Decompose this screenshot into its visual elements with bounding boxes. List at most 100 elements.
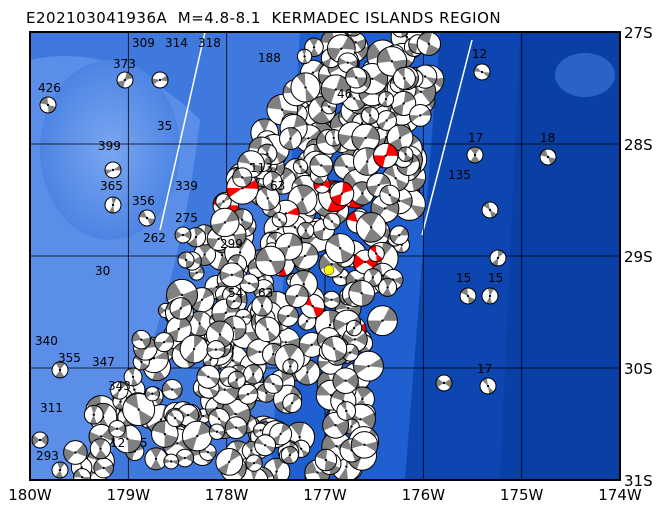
- depth-label: 311: [40, 401, 63, 415]
- focal-mechanism-beachball: [255, 245, 286, 277]
- focal-mechanism-beachball: [225, 293, 243, 310]
- depth-label: 135: [448, 168, 471, 182]
- focal-mechanism-beachball: [215, 448, 244, 476]
- depth-label: 347: [92, 355, 115, 369]
- longitude-label: 178W: [205, 486, 249, 504]
- focal-mechanism-beachball: [292, 158, 309, 175]
- depth-label: 54: [228, 286, 243, 300]
- depth-label: 275: [175, 211, 198, 225]
- focal-mechanism-beachball: [322, 212, 341, 231]
- latitude-label: 31S: [624, 472, 653, 490]
- focal-mechanism-beachball: [296, 48, 313, 65]
- focal-mechanism-beachball: [116, 71, 134, 89]
- longitude-label: 174W: [598, 486, 642, 504]
- depth-label: 339: [175, 179, 198, 193]
- focal-mechanism-beachball: [210, 207, 240, 238]
- focal-mechanism-beachball: [355, 212, 387, 243]
- focal-mechanism-beachball: [408, 104, 432, 127]
- focal-mechanism-beachball: [345, 66, 368, 89]
- depth-label: 399: [98, 139, 121, 153]
- focal-mechanism-beachball: [144, 447, 168, 471]
- focal-mechanism-beachball: [262, 171, 283, 191]
- focal-mechanism-beachball: [219, 262, 245, 288]
- focal-mechanism-beachball: [372, 142, 399, 169]
- focal-mechanism-beachball: [175, 448, 195, 468]
- depth-label: 12: [110, 436, 125, 450]
- focal-mechanism-beachball: [329, 181, 355, 207]
- depth-label: 188: [258, 51, 281, 65]
- longitude-label: 176W: [402, 486, 446, 504]
- depth-label: 5: [140, 436, 148, 450]
- focal-mechanism-beachball: [151, 71, 169, 89]
- focal-mechanism-beachball: [31, 431, 49, 449]
- focal-mechanism-beachball: [481, 201, 499, 219]
- focal-mechanism-beachball: [378, 277, 398, 297]
- focal-mechanism-beachball: [51, 461, 69, 479]
- focal-mechanism-beachball: [144, 386, 161, 402]
- focal-mechanism-beachball: [386, 124, 414, 152]
- focal-mechanism-beachball: [280, 446, 299, 465]
- focal-mechanism-beachball: [174, 226, 192, 244]
- focal-mechanism-beachball: [169, 297, 193, 320]
- focal-mechanism-beachball: [123, 367, 143, 387]
- focal-mechanism-beachball: [263, 373, 284, 394]
- focal-mechanism-beachball: [93, 457, 115, 479]
- focal-mechanism-beachball: [163, 453, 180, 470]
- focal-mechanism-beachball: [416, 32, 442, 56]
- focal-mechanism-beachball: [325, 233, 356, 264]
- focal-mechanism-beachball: [392, 66, 416, 90]
- focal-mechanism-beachball: [466, 146, 484, 164]
- focal-mechanism-beachball: [391, 90, 417, 116]
- depth-label: 318: [198, 36, 221, 50]
- depth-label: 365: [100, 179, 123, 193]
- focal-mechanism-beachball: [131, 329, 152, 350]
- focal-mechanism-beachball: [104, 196, 122, 214]
- depth-label: 343: [108, 379, 131, 393]
- focal-mechanism-beachball: [151, 420, 179, 448]
- depth-label: 293: [36, 449, 59, 463]
- depth-label: 17: [468, 131, 483, 145]
- focal-mechanism-beachball: [138, 209, 156, 227]
- focal-mechanism-beachball: [177, 251, 195, 269]
- focal-mechanism-beachball: [284, 284, 309, 308]
- focal-mechanism-beachball: [166, 409, 184, 427]
- focal-mechanism-beachball: [332, 367, 359, 394]
- depth-label: 63: [270, 179, 285, 193]
- depth-label: 113: [250, 161, 273, 175]
- map-title: E202103041936A M=4.8-8.1 KERMADEC ISLAND…: [26, 9, 502, 27]
- focal-mechanism-beachball: [179, 334, 209, 364]
- depth-label: 314: [165, 36, 188, 50]
- focal-mechanism-beachball: [297, 221, 315, 240]
- focal-mechanism-beachball: [254, 434, 277, 457]
- focal-mechanism-beachball: [227, 370, 246, 389]
- latitude-label: 30S: [624, 360, 653, 378]
- focal-mechanism-beachball: [324, 129, 343, 147]
- focal-mechanism-beachball: [489, 249, 507, 267]
- longitude-label: 175W: [500, 486, 544, 504]
- latitude-label: 29S: [624, 248, 653, 266]
- focal-mechanism-beachball: [154, 332, 175, 353]
- latitude-label: 27S: [624, 24, 653, 42]
- focal-mechanism-beachball: [208, 423, 226, 440]
- focal-mechanism-beachball: [271, 212, 288, 228]
- focal-mechanism-beachball: [321, 335, 348, 362]
- map-frame: [29, 31, 621, 481]
- depth-label: 46: [337, 87, 352, 101]
- focal-mechanism-beachball: [309, 153, 334, 178]
- focal-mechanism-beachball: [348, 279, 376, 307]
- focal-mechanism-beachball: [277, 305, 299, 327]
- depth-label: 15: [456, 271, 471, 285]
- focal-mechanism-beachball: [254, 316, 281, 343]
- focal-mechanism-beachball: [282, 393, 303, 413]
- focal-mechanism-beachball: [314, 448, 338, 472]
- depth-label: 15: [488, 271, 503, 285]
- focal-mechanism-beachball: [83, 404, 104, 425]
- focal-mechanism-beachball: [89, 438, 112, 460]
- focal-mechanism-beachball: [51, 361, 69, 379]
- depth-label: 309: [132, 36, 155, 50]
- focal-mechanism-beachball: [435, 374, 453, 392]
- bathymetry: 426 373 309 314 318 399 365 356 262 188 12 17 18 15 11…: [30, 32, 620, 480]
- focal-mechanism-beachball: [345, 319, 363, 337]
- depth-label: 373: [113, 57, 136, 71]
